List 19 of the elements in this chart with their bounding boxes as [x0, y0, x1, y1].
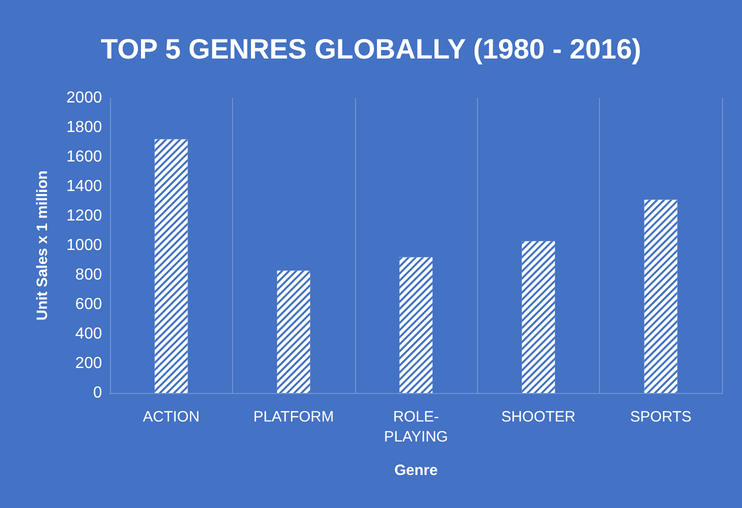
x-tick-label: SHOOTER — [501, 408, 576, 426]
chart-title: TOP 5 GENRES GLOBALLY (1980 - 2016) — [100, 34, 642, 64]
x-tick-label: SPORTS — [630, 408, 692, 426]
y-tick-label: 1600 — [66, 148, 102, 166]
y-tick-label: 600 — [75, 296, 102, 313]
y-tick-label: 400 — [75, 326, 102, 342]
y-tick-label: 1400 — [66, 178, 102, 195]
x-axis-title: Genre — [394, 462, 438, 479]
x-tick-label: ACTION — [142, 408, 200, 426]
y-tick-label: 0 — [93, 384, 102, 402]
y-tick-label: 200 — [75, 355, 102, 372]
y-tick-label: 2000 — [66, 90, 102, 106]
y-tick-label: 800 — [75, 266, 102, 284]
y-tick-label: 1800 — [66, 119, 102, 136]
x-tick-label: ROLE-PLAYING — [384, 408, 448, 446]
x-tick-label: PLATFORM — [253, 408, 334, 426]
y-tick-label: 1000 — [66, 237, 102, 254]
y-axis-title: Unit Sales x 1 million — [34, 170, 51, 321]
y-tick-label: 1200 — [66, 208, 102, 224]
